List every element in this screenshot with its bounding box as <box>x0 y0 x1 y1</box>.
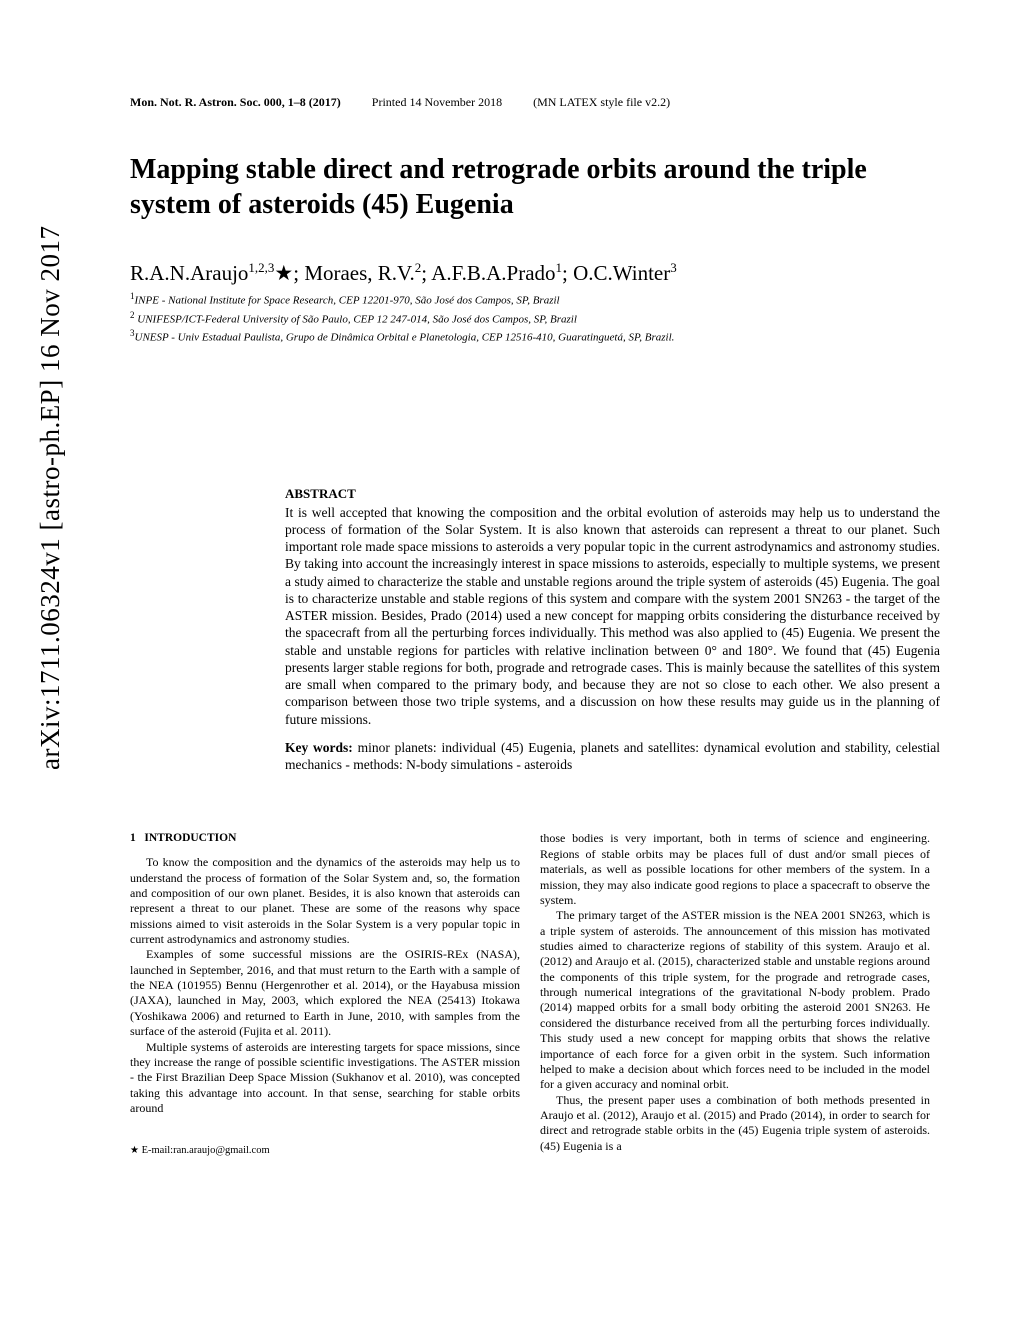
header-line: Mon. Not. R. Astron. Soc. 000, 1–8 (2017… <box>130 95 930 110</box>
col1-p2: Examples of some successful missions are… <box>130 947 520 1039</box>
column-right: those bodies is very important, both in … <box>540 831 930 1158</box>
col2-p1: those bodies is very important, both in … <box>540 831 930 908</box>
style-file: (MN LATEX style file v2.2) <box>533 95 670 109</box>
column-left: 1 INTRODUCTION To know the composition a… <box>130 831 520 1158</box>
col1-p1: To know the composition and the dynamics… <box>130 855 520 947</box>
section-1-title: 1 INTRODUCTION <box>130 831 520 846</box>
abstract-text: It is well accepted that knowing the com… <box>285 504 940 728</box>
journal-ref: Mon. Not. R. Astron. Soc. 000, 1–8 (2017… <box>130 95 341 109</box>
affiliation-2: 2 UNIFESP/ICT-Federal University of São … <box>130 309 930 328</box>
col2-p2: The primary target of the ASTER mission … <box>540 908 930 1092</box>
footnote-text: E-mail:ran.araujo@gmail.com <box>139 1145 270 1156</box>
keywords: Key words: minor planets: individual (45… <box>285 739 940 774</box>
print-date: Printed 14 November 2018 <box>372 95 502 109</box>
col2-p3: Thus, the present paper uses a combinati… <box>540 1093 930 1154</box>
footnote: ★ E-mail:ran.araujo@gmail.com <box>130 1144 520 1158</box>
abstract-block: ABSTRACT It is well accepted that knowin… <box>285 486 940 774</box>
keywords-text: minor planets: individual (45) Eugenia, … <box>285 740 940 772</box>
keywords-label: Key words: <box>285 740 353 755</box>
footnote-star: ★ <box>130 1145 139 1156</box>
body-columns: 1 INTRODUCTION To know the composition a… <box>130 831 930 1158</box>
authors: R.A.N.Araujo1,2,3★; Moraes, R.V.2; A.F.B… <box>130 260 930 286</box>
affiliation-1: 1INPE - National Institute for Space Res… <box>130 290 930 309</box>
affiliation-3: 3UNESP - Univ Estadual Paulista, Grupo d… <box>130 327 930 346</box>
abstract-label: ABSTRACT <box>285 486 940 502</box>
paper-title: Mapping stable direct and retrograde orb… <box>130 152 930 222</box>
col1-p3: Multiple systems of asteroids are intere… <box>130 1040 520 1117</box>
affiliations: 1INPE - National Institute for Space Res… <box>130 290 930 346</box>
page-content: Mon. Not. R. Astron. Soc. 000, 1–8 (2017… <box>0 0 1020 1198</box>
